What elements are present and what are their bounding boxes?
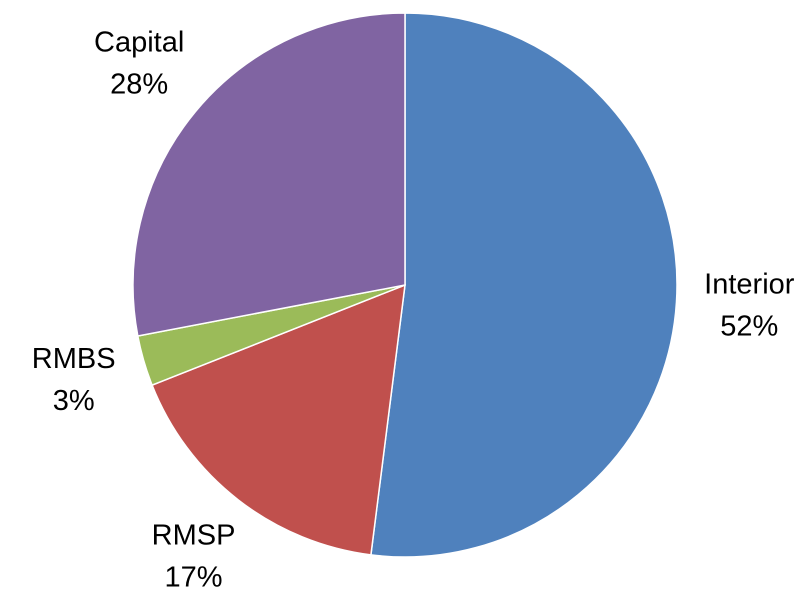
slice-label: Capital: [94, 27, 184, 59]
slice-value-label: 3%: [53, 385, 95, 417]
pie-slice: [132, 12, 406, 337]
slice-value-label: 17%: [165, 561, 223, 591]
pie-slice: [370, 12, 678, 558]
slice-label: Interior: [704, 268, 795, 300]
slice-value-label: 28%: [110, 69, 168, 101]
slice-label: RMBS: [32, 343, 116, 375]
slice-label: RMSP: [152, 519, 236, 551]
slice-value-label: 52%: [720, 310, 778, 342]
pie-slice: [151, 283, 406, 556]
